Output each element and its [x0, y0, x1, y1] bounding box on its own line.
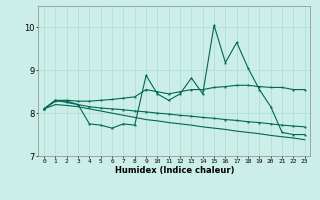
X-axis label: Humidex (Indice chaleur): Humidex (Indice chaleur)	[115, 166, 234, 175]
